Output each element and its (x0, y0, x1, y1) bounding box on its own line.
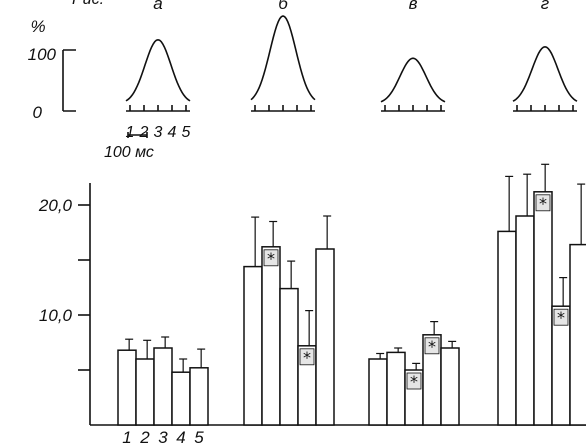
profile-curve (380, 57, 446, 103)
profile-tick-label: 5 (182, 124, 191, 141)
x-tick-label: 4 (176, 428, 185, 445)
profile-curve (250, 15, 316, 101)
profile-panel: б (250, 0, 316, 112)
y-tick-label: 20,0 (38, 196, 73, 215)
bar (440, 347, 460, 426)
bar (135, 358, 155, 426)
profile-panels: а 1 2 3 4 5 б в г (125, 0, 578, 141)
profile-letter: б (278, 0, 289, 13)
profile-letter: г (541, 0, 549, 13)
bar (243, 265, 263, 426)
time-scale-label: 100 мс (104, 144, 154, 161)
bar (368, 358, 388, 426)
bar (117, 349, 137, 426)
significance-marker: * (303, 348, 311, 367)
profile-tick-label: 4 (168, 124, 177, 141)
bar (497, 230, 517, 426)
profile-scale-top: 100 (28, 45, 57, 64)
profile-scale-bracket (62, 49, 76, 112)
profile-letter: в (409, 0, 418, 13)
bar (315, 248, 335, 426)
significance-marker: * (539, 194, 547, 213)
significance-marker: * (428, 337, 436, 356)
profile-tick-label: 1 (126, 124, 135, 141)
bar-chart-y-ticks: 10,0 20,0 (38, 196, 90, 371)
x-tick-label: 5 (194, 428, 204, 445)
significance-marker: * (557, 308, 565, 327)
bar (533, 191, 553, 426)
profile-tick-label: 3 (154, 124, 163, 141)
x-tick-label: 2 (139, 428, 150, 445)
bar (515, 215, 535, 426)
bar-group (117, 336, 209, 426)
x-tick-label: 3 (158, 428, 168, 445)
x-tick-label: 1 (122, 428, 131, 445)
bar-group: ** (497, 163, 586, 426)
profile-tick-label: 2 (139, 124, 149, 141)
profile-curve (125, 38, 191, 102)
bar (261, 246, 281, 426)
figure-label: Рис. (72, 0, 104, 8)
bar (153, 347, 173, 426)
significance-box (263, 249, 279, 267)
significance-box (553, 308, 569, 326)
bar-group: ** (243, 215, 335, 426)
profile-panel: а 1 2 3 4 5 (125, 0, 191, 141)
profile-letter: а (153, 0, 162, 13)
bar (569, 243, 586, 426)
bar-groups: ****** (117, 163, 586, 426)
profile-panel: г (512, 0, 578, 112)
bar-group: ** (368, 321, 460, 426)
bar (189, 367, 209, 426)
bar (171, 371, 191, 426)
time-scale-bar (127, 132, 148, 138)
significance-marker: * (267, 249, 275, 268)
profile-scale-bottom: 0 (33, 103, 43, 122)
bar (386, 351, 406, 426)
profile-panel: в (380, 0, 446, 112)
significance-box (535, 194, 551, 212)
significance-box (299, 348, 315, 366)
bar (279, 287, 299, 426)
significance-box (424, 337, 440, 355)
y-tick-label: 10,0 (39, 306, 73, 325)
percent-sign: % (30, 17, 45, 36)
profile-curve (512, 45, 578, 102)
significance-marker: * (410, 372, 418, 391)
significance-box (406, 372, 422, 390)
